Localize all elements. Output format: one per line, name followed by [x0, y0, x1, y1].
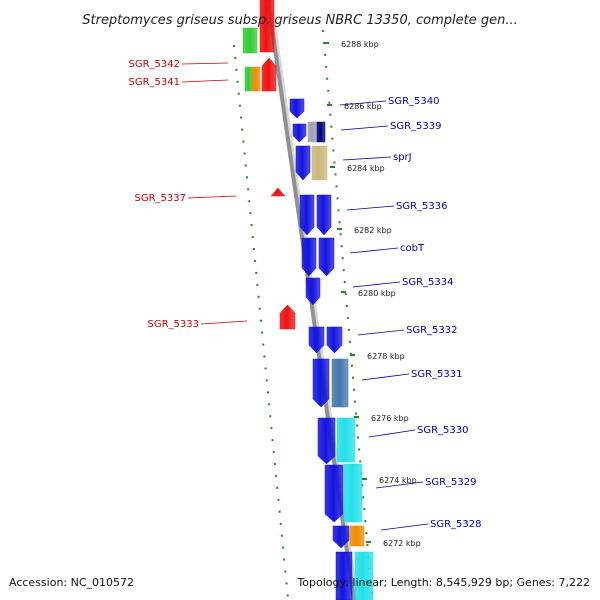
label-leaders: [181, 42, 429, 543]
gene-sgr-5339-a: [292, 123, 307, 143]
forward-leader-line: [346, 205, 395, 211]
kbp-tick-label: 6288 kbp: [341, 40, 379, 49]
forward-leader-line: [342, 156, 392, 161]
forward-leader-line: [375, 481, 424, 489]
reverse-leader-line: [187, 195, 237, 199]
kbp-tick-label: 6276 kbp: [371, 414, 409, 423]
gene-sgr-5333: [279, 304, 296, 330]
forward-gene-label: SGR_5339: [390, 121, 442, 132]
dotted-guides: [233, 29, 373, 599]
gene-sgr-5328-b: [349, 525, 365, 547]
gene-sgr-5332-b: [326, 326, 343, 354]
forward-leader-line: [340, 125, 389, 131]
gene-sgr-5332-a: [308, 326, 325, 354]
forward-gene-label: cobT: [400, 243, 425, 254]
kbp-tick-label: 6272 kbp: [383, 539, 421, 548]
reverse-gene-label: SGR_5333: [148, 319, 200, 330]
gene-bottom-b: [354, 551, 374, 600]
gene-green-top: [242, 27, 258, 54]
gene-sgr-5330-b: [336, 417, 356, 463]
gene-bottom-a: [335, 551, 353, 600]
gene-sgr-5337: [270, 187, 286, 197]
reverse-leader-line: [200, 320, 248, 325]
gene-sgr-5339-b: [307, 121, 318, 143]
reverse-leader-line: [181, 79, 229, 83]
forward-gene-label: SGR_5336: [396, 201, 448, 212]
kbp-tick-label: 6278 kbp: [367, 352, 405, 361]
forward-leader-line: [339, 100, 387, 106]
gene-sgr-5335: [301, 237, 317, 277]
reverse-leader-line: [181, 62, 229, 65]
map-title: Streptomyces griseus subsp. griseus NBRC…: [82, 13, 517, 28]
forward-gene-label: SGR_5332: [406, 325, 458, 336]
gene-labels: 6288 kbp 6286 kbp 6284 kbp 6282 kbp 6280 kbp…: [129, 40, 482, 548]
kbp-tick-label: 6284 kbp: [347, 164, 385, 173]
forward-gene-label: SGR_5340: [388, 96, 440, 107]
forward-leader-line: [349, 247, 399, 254]
gene-track: [242, 0, 374, 600]
forward-leader-line: [352, 281, 401, 288]
kbp-tick-label: 6280 kbp: [358, 289, 396, 298]
gene-sgr-5338: [295, 145, 311, 181]
gene-sprj: [311, 145, 328, 181]
gene-cobt: [318, 237, 335, 277]
forward-gene-label: SGR_5331: [411, 369, 463, 380]
gene-orange-5342: [251, 66, 261, 92]
gene-sgr-5330: [317, 417, 336, 465]
forward-gene-label: SGR_5329: [425, 477, 477, 488]
gene-sgr-5334: [305, 277, 321, 306]
gene-sgr-5339-c: [316, 121, 326, 143]
forward-leader-line: [361, 373, 410, 381]
gene-sgr-5328-a: [332, 525, 350, 549]
gene-red-top: [259, 0, 275, 53]
gene-sgr-5341: [261, 57, 277, 92]
forward-leader-line: [357, 329, 405, 336]
gene-sgr-5336-a: [299, 194, 315, 236]
gene-sgr-5340: [289, 98, 305, 119]
forward-leader-line: [380, 523, 429, 531]
kbp-tick-label: 6274 kbp: [379, 476, 417, 485]
topology-text: Topology: linear; Length: 8,545,929 bp; …: [296, 576, 590, 589]
accession-text: Accession: NC_010572: [9, 576, 134, 589]
kbp-tick-label: 6282 kbp: [354, 226, 392, 235]
reverse-gene-label: SGR_5341: [129, 77, 181, 88]
gene-sgr-5329-b: [343, 463, 363, 523]
kbp-tick-label: 6286 kbp: [344, 102, 382, 111]
gene-sgr-5331-b: [331, 358, 349, 408]
forward-leader-line: [368, 429, 416, 438]
forward-gene-label: sprJ: [393, 152, 412, 163]
gene-sgr-5336-b: [316, 194, 332, 236]
left-dotted-guide: [233, 44, 289, 599]
reverse-gene-label: SGR_5342: [129, 59, 181, 70]
reverse-gene-label: SGR_5337: [135, 193, 187, 204]
gene-sgr-5331-a: [312, 358, 330, 408]
forward-gene-label: SGR_5330: [417, 425, 469, 436]
gene-sgr-5329: [324, 464, 344, 523]
forward-gene-label: SGR_5334: [402, 277, 454, 288]
forward-gene-label: SGR_5328: [430, 519, 482, 530]
